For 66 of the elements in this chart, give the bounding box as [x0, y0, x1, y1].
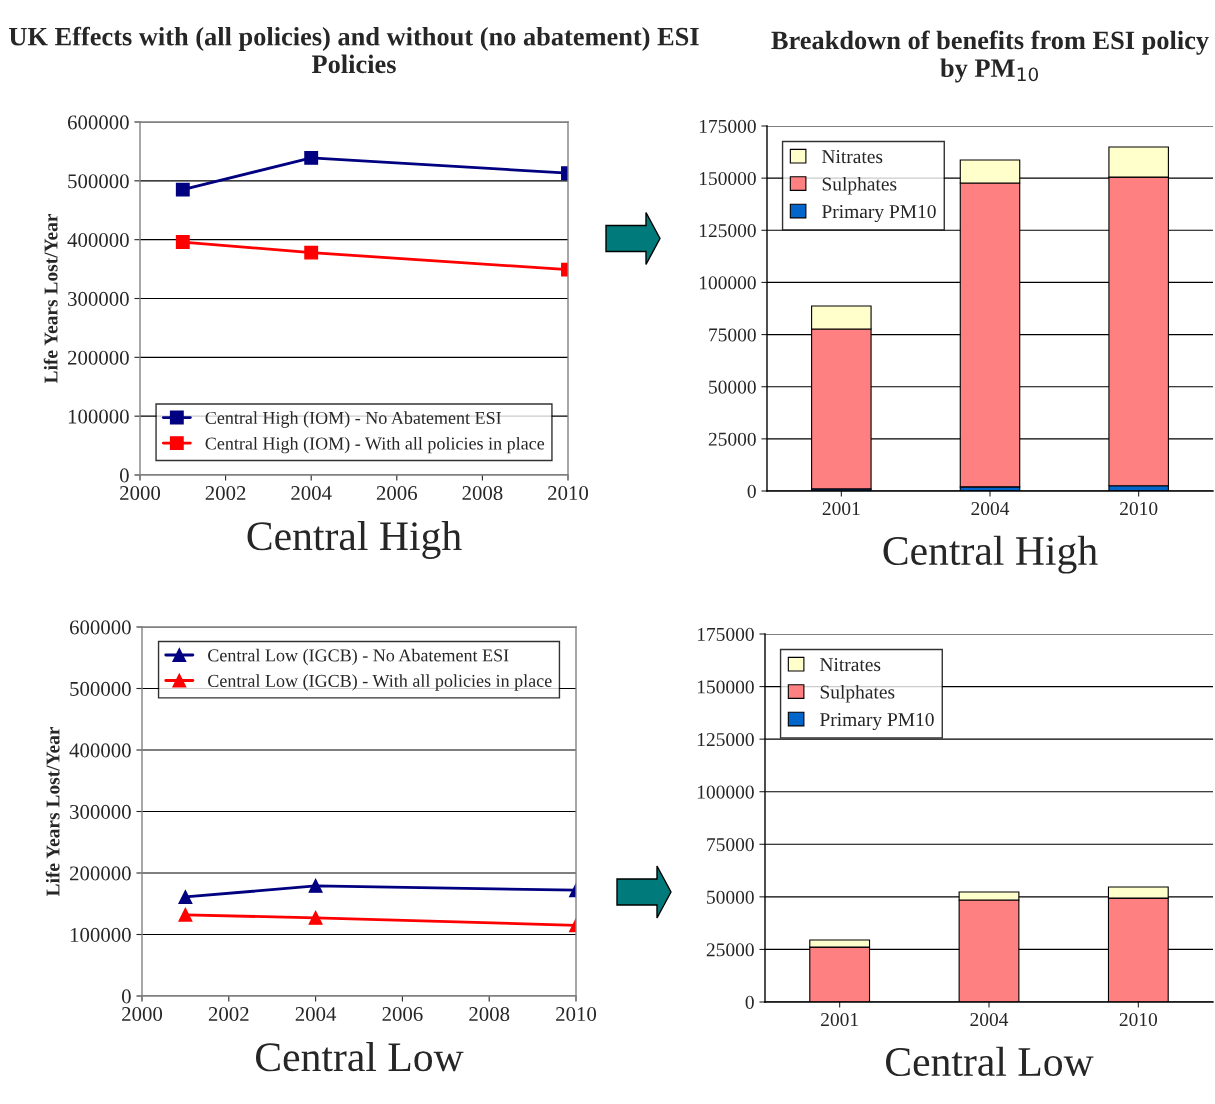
y-tick-label: 100000 [697, 785, 754, 799]
y-tick-label: 50000 [707, 890, 754, 904]
x-tick-label: 2006 [382, 1007, 423, 1022]
x-axis-title: Central High [247, 520, 462, 559]
y-tick-label: 125000 [699, 224, 756, 238]
x-tick-label: 2004 [971, 501, 1010, 516]
y-tick-label: 150000 [697, 680, 754, 694]
y-tick-label: 500000 [70, 681, 131, 696]
legend-label: Central Low (IGCB) - No Abatement ESI [208, 648, 509, 666]
y-tick-label: 175000 [699, 119, 756, 133]
chart-title: Breakdown of benefits from ESI policy by PM$_{10}$ [771, 30, 1209, 83]
x-tick-label: 2004 [970, 1012, 1009, 1027]
y-tick-label: 600000 [69, 620, 131, 635]
x-tick-label: 2000 [120, 486, 161, 501]
x-tick-label: 2010 [1120, 501, 1158, 516]
y-tick-label: 600000 [67, 115, 129, 130]
legend-label: Sulphates [822, 176, 897, 195]
y-tick-label: 200000 [70, 866, 131, 881]
y-tick-label: 100000 [70, 927, 131, 942]
x-tick-label: 2010 [1119, 1012, 1158, 1027]
x-tick-label: 2010 [548, 486, 589, 501]
y-tick-label: 300000 [68, 291, 129, 306]
y-tick-label: 125000 [697, 732, 754, 747]
x-tick-label: 2001 [822, 501, 860, 516]
x-tick-label: 2001 [821, 1012, 858, 1027]
legend-label: Nitrates [822, 150, 883, 164]
legend-label: Central High (IOM) - No Abatement ESI [205, 411, 502, 428]
y-tick-label: 50000 [709, 380, 756, 394]
legend-label: Central High (IOM) - With all policies in place [205, 436, 545, 454]
y-axis-title: Life Years Lost/Year [45, 726, 60, 897]
y-tick-label: 150000 [699, 171, 756, 186]
legend-label: Sulphates [820, 684, 895, 703]
x-axis-title: Central Low [886, 1046, 1094, 1077]
y-axis-title: Life Years Lost/Year [43, 213, 58, 384]
y-tick-label: 0 [119, 468, 129, 483]
y-tick-label: 25000 [706, 943, 754, 957]
x-tick-label: 2008 [469, 1007, 510, 1022]
legend-label: Primary PM10 [820, 712, 934, 731]
x-tick-label: 2004 [295, 1007, 337, 1022]
y-tick-label: 25000 [708, 432, 756, 446]
y-tick-label: 100000 [68, 409, 129, 424]
x-tick-label: 2006 [376, 486, 418, 501]
x-tick-label: 2002 [205, 486, 246, 501]
y-tick-label: 0 [121, 989, 131, 1004]
y-tick-label: 400000 [69, 743, 131, 758]
x-axis-title: Central High [883, 535, 1098, 574]
y-tick-label: 175000 [697, 627, 754, 641]
x-tick-label: 2010 [556, 1007, 597, 1022]
y-tick-label: 0 [745, 995, 754, 1009]
legend-label: Primary PM10 [822, 204, 936, 223]
x-tick-label: 2002 [208, 1007, 249, 1022]
legend-label: Central Low (IGCB) - With all policies in place [208, 674, 552, 691]
y-tick-label: 0 [747, 484, 756, 498]
y-tick-label: 300000 [70, 804, 131, 819]
y-tick-label: 75000 [709, 328, 756, 342]
y-tick-label: 100000 [699, 276, 756, 290]
y-tick-label: 400000 [67, 233, 129, 248]
y-tick-label: 500000 [68, 174, 129, 189]
x-axis-title: Central Low [256, 1041, 464, 1072]
y-tick-label: 200000 [68, 350, 129, 365]
chart-title: UK Effects with (all policies) and without (no abatement) ESI Policies [9, 26, 699, 74]
x-tick-label: 2008 [462, 486, 503, 501]
y-tick-label: 75000 [707, 838, 754, 852]
legend-label: Nitrates [820, 658, 881, 672]
x-tick-label: 2004 [291, 486, 332, 501]
x-tick-label: 2000 [122, 1007, 163, 1022]
